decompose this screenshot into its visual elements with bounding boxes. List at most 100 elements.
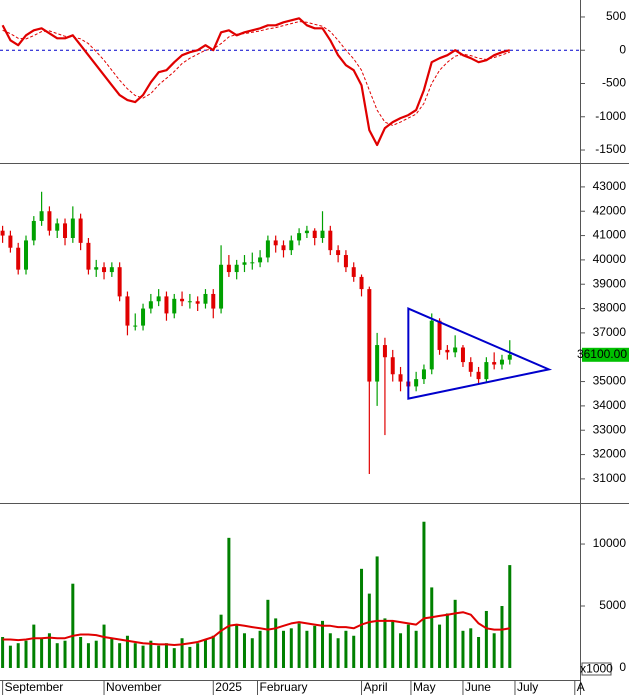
volume-bar — [367, 593, 371, 668]
candle-body — [47, 211, 52, 231]
volume-bar — [352, 635, 356, 668]
volume-bar — [250, 638, 254, 668]
candle-body — [172, 298, 177, 314]
candle-body — [437, 320, 442, 350]
volume-bar — [79, 636, 83, 668]
volume-bar — [477, 636, 481, 668]
candle-body — [94, 267, 99, 270]
volume-bar — [211, 635, 215, 668]
volume-bar — [133, 643, 137, 668]
candle-body — [203, 293, 208, 304]
volume-bar — [219, 614, 223, 668]
y-tick-label: 38000 — [593, 301, 627, 315]
volume-bar — [16, 643, 20, 668]
candle-body — [460, 347, 465, 363]
x-tick-label: A — [577, 680, 585, 694]
candle-body — [281, 245, 286, 251]
volume-bar — [180, 638, 184, 668]
candle-body — [55, 223, 60, 231]
candle-body — [70, 218, 75, 238]
oscillator-line — [1, 17, 511, 147]
y-tick-label: 10000 — [593, 536, 627, 550]
volume-bar — [500, 606, 504, 668]
volume-bar — [360, 568, 364, 668]
candle-body — [304, 230, 309, 234]
candle-body — [468, 362, 473, 372]
y-tick-label: 32000 — [593, 447, 627, 461]
candle-body — [226, 264, 231, 273]
y-tick-label: -1500 — [595, 142, 626, 156]
candle-body — [351, 267, 356, 277]
candle-body — [359, 276, 364, 290]
volume-bar — [125, 635, 129, 668]
volume-bar — [164, 643, 168, 668]
volume-bar — [242, 633, 246, 668]
last-price-label: 36100.00 — [577, 347, 627, 361]
volume-bar — [1, 636, 5, 668]
volume-bar — [55, 643, 59, 668]
candle-body — [265, 240, 270, 258]
volume-bar — [399, 633, 403, 668]
candle-body — [133, 325, 138, 327]
candle-body — [31, 220, 36, 241]
candle-body — [195, 301, 200, 304]
volume-bar — [157, 645, 161, 668]
candle-body — [484, 362, 489, 380]
candle-body — [187, 301, 192, 303]
volume-bar — [172, 648, 176, 668]
volume-bar — [391, 620, 395, 668]
volume-bar — [47, 633, 51, 668]
y-tick-label: 31000 — [593, 471, 627, 485]
volume-bar — [430, 587, 434, 668]
y-tick-label: 42000 — [593, 203, 627, 217]
volume-bar — [32, 624, 36, 668]
candle-body — [141, 308, 146, 326]
volume-bar — [422, 521, 426, 668]
candle-body — [343, 255, 348, 268]
candle-body — [382, 345, 387, 358]
candle-body — [499, 359, 504, 365]
candle-body — [429, 320, 434, 370]
volume-bar — [406, 624, 410, 668]
volume-bar — [492, 633, 496, 668]
candle-body — [250, 262, 255, 264]
volume-average-line — [2, 611, 510, 646]
volume-bar — [110, 638, 114, 668]
volume-bar — [118, 643, 122, 668]
volume-bar — [86, 643, 90, 668]
x-tick-label: April — [364, 680, 388, 694]
candle-body — [398, 374, 403, 382]
volume-bar — [484, 610, 488, 668]
candle-body — [312, 230, 317, 238]
volume-bar — [203, 639, 207, 668]
y-tick-label: 0 — [619, 42, 626, 56]
candle-body — [297, 233, 302, 241]
x-tick-label: June — [465, 680, 491, 694]
volume-bar — [63, 640, 67, 668]
candle-body — [242, 262, 247, 265]
x-tick-label: September — [5, 680, 64, 694]
candle-body — [156, 296, 161, 302]
y-tick-label: 34000 — [593, 398, 627, 412]
y-tick-label: 35000 — [593, 374, 627, 388]
unit-label: x1000 — [580, 662, 613, 676]
candle-body — [180, 298, 185, 302]
triangle-pattern — [407, 307, 553, 400]
candle-body — [0, 230, 5, 236]
candle-body — [492, 362, 497, 365]
volume-bar — [313, 625, 317, 668]
y-tick-label: -1000 — [595, 109, 626, 123]
signal-line — [2, 21, 510, 126]
candle-body — [414, 379, 419, 387]
volume-bar — [227, 537, 231, 668]
candle-body — [507, 354, 512, 360]
candle-body — [24, 240, 29, 270]
volume-bar — [102, 624, 106, 668]
volume-bar — [274, 618, 278, 668]
unit-box — [581, 662, 612, 676]
volume-bar — [328, 633, 332, 668]
volume-bar — [321, 620, 325, 668]
volume-bar — [344, 630, 348, 668]
